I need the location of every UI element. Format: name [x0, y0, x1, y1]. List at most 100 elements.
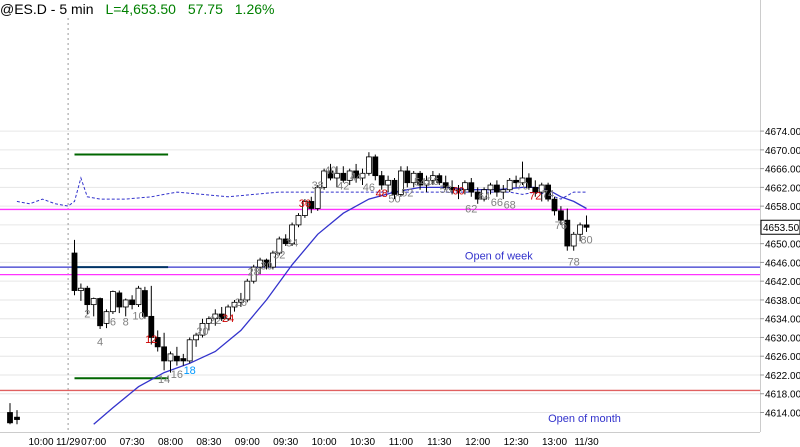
candle[interactable] — [455, 185, 462, 200]
candle[interactable] — [14, 410, 20, 425]
candle[interactable] — [263, 258, 270, 270]
candle[interactable] — [186, 337, 193, 364]
candle[interactable] — [244, 278, 251, 303]
candle[interactable] — [116, 290, 123, 314]
candle[interactable] — [295, 213, 302, 228]
candle[interactable] — [404, 166, 411, 188]
candle[interactable] — [538, 182, 545, 202]
candle[interactable] — [282, 234, 289, 247]
candle[interactable] — [225, 304, 232, 322]
candle[interactable] — [218, 306, 225, 322]
candle[interactable] — [289, 222, 296, 247]
candle[interactable] — [577, 222, 583, 242]
candle[interactable] — [308, 196, 315, 214]
candle[interactable] — [493, 180, 500, 197]
candle[interactable] — [359, 168, 366, 186]
candle[interactable] — [346, 168, 353, 186]
candle[interactable] — [269, 250, 276, 270]
candle[interactable] — [129, 295, 136, 310]
candle[interactable] — [199, 318, 206, 338]
candle[interactable] — [583, 215, 590, 232]
candle[interactable] — [71, 239, 78, 296]
candle[interactable] — [103, 309, 110, 329]
candle[interactable] — [135, 285, 142, 307]
candle[interactable] — [154, 330, 161, 352]
candle[interactable] — [391, 178, 398, 200]
candle[interactable] — [250, 264, 257, 284]
candle[interactable] — [385, 175, 392, 193]
candle[interactable] — [161, 332, 168, 371]
candle-body-down — [148, 315, 155, 338]
x-tick-label: 11:00 — [389, 437, 414, 447]
candle-body-up — [167, 353, 174, 362]
chart-annotation: Open of month — [548, 413, 621, 425]
candle-body-down — [532, 186, 539, 193]
candle[interactable] — [97, 297, 103, 330]
candle[interactable] — [532, 180, 539, 197]
candle[interactable] — [558, 206, 564, 225]
candle[interactable] — [122, 298, 129, 317]
candle[interactable] — [461, 180, 468, 195]
candle[interactable] — [506, 178, 513, 193]
candle[interactable] — [397, 166, 404, 197]
candle[interactable] — [141, 286, 148, 319]
candle-body-down — [84, 287, 91, 306]
candle[interactable] — [257, 257, 264, 275]
candle[interactable] — [237, 292, 244, 307]
candle[interactable] — [442, 175, 449, 190]
candle-body-down — [474, 191, 481, 200]
y-tick-label: 4674.00 — [765, 127, 800, 138]
candle[interactable] — [212, 309, 219, 326]
candle[interactable] — [481, 187, 488, 202]
candle[interactable] — [500, 185, 507, 200]
candle[interactable] — [468, 178, 475, 197]
candle[interactable] — [333, 166, 340, 188]
candle[interactable] — [173, 346, 180, 366]
candle[interactable] — [449, 180, 456, 195]
candle[interactable] — [314, 185, 321, 211]
candle[interactable] — [231, 299, 238, 312]
candle[interactable] — [205, 316, 212, 331]
candle[interactable] — [340, 166, 347, 183]
candle[interactable] — [7, 403, 13, 425]
candle-body-down — [282, 238, 289, 245]
candle[interactable] — [474, 187, 481, 204]
candle[interactable] — [110, 290, 116, 315]
candle[interactable] — [417, 170, 424, 190]
candle[interactable] — [372, 154, 379, 181]
candle[interactable] — [423, 175, 430, 193]
candle[interactable] — [301, 199, 308, 218]
candle[interactable] — [78, 283, 84, 301]
candle[interactable] — [436, 173, 443, 186]
candle[interactable] — [90, 297, 97, 317]
candle[interactable] — [378, 170, 385, 190]
candle[interactable] — [410, 170, 417, 188]
candle-body-up — [103, 311, 110, 324]
candle[interactable] — [429, 170, 436, 186]
candle[interactable] — [551, 196, 558, 216]
candle-body-down — [545, 184, 551, 200]
candle[interactable] — [353, 163, 360, 183]
candle[interactable] — [276, 236, 283, 256]
x-tick-label: 12:30 — [504, 437, 529, 447]
candle[interactable] — [513, 175, 519, 188]
candle[interactable] — [321, 168, 328, 190]
candle[interactable] — [365, 152, 372, 176]
candle[interactable] — [167, 351, 174, 373]
candle[interactable] — [545, 182, 551, 202]
candle[interactable] — [564, 208, 571, 251]
candle[interactable] — [570, 231, 577, 251]
candle[interactable] — [327, 163, 334, 181]
candle[interactable] — [84, 285, 91, 315]
candle[interactable] — [148, 285, 155, 345]
candle[interactable] — [526, 173, 532, 190]
candle-body-down — [378, 175, 385, 186]
candle[interactable] — [180, 353, 187, 366]
candle[interactable] — [193, 332, 200, 347]
candle[interactable] — [487, 182, 494, 195]
candle[interactable] — [519, 161, 526, 186]
x-tick-label: 09:00 — [235, 437, 260, 447]
